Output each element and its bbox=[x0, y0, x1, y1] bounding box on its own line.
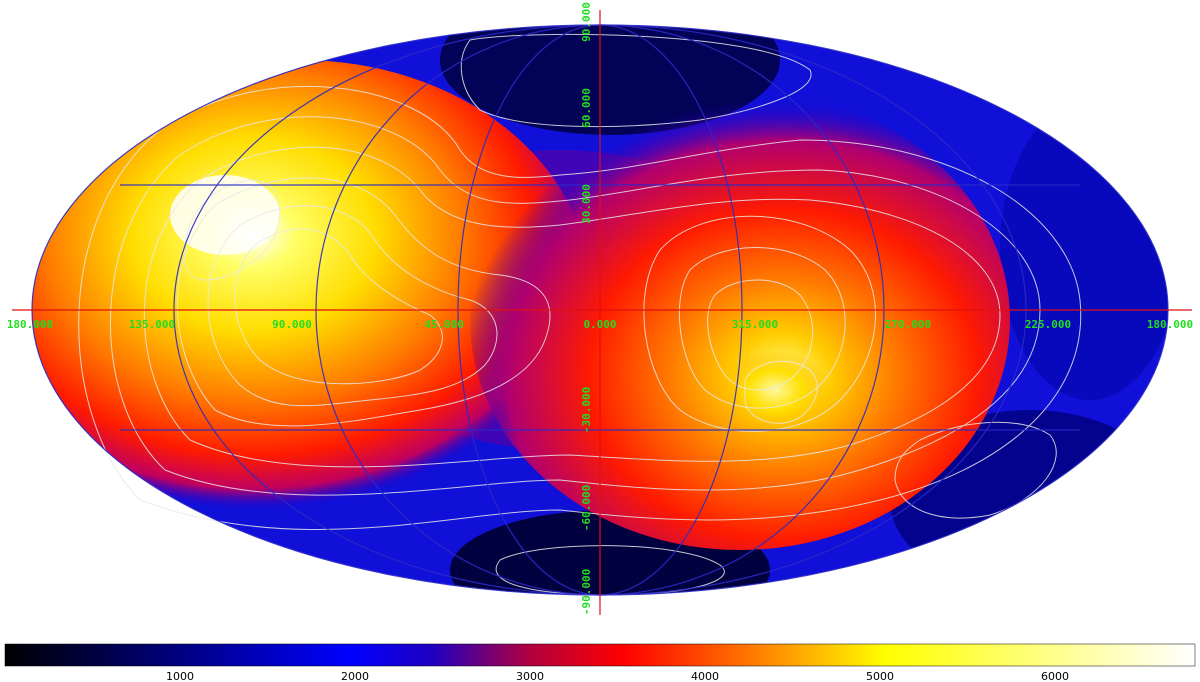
latitude-label: 90.000 bbox=[580, 2, 593, 42]
colorbar-tick-label: 2000 bbox=[341, 670, 369, 682]
axis-lines bbox=[12, 10, 1192, 615]
latitude-label: -60.000 bbox=[580, 485, 593, 531]
longitude-label: 180.000 bbox=[7, 318, 53, 331]
longitude-label: 0.000 bbox=[583, 318, 616, 331]
colorbar bbox=[4, 643, 1196, 667]
colorbar-tick-label: 6000 bbox=[1041, 670, 1069, 682]
longitude-label: 270.000 bbox=[885, 318, 931, 331]
colorbar-tick-label: 3000 bbox=[516, 670, 544, 682]
longitude-label: 180.000 bbox=[1147, 318, 1193, 331]
colorbar-ticks: 1000 2000 3000 4000 5000 6000 bbox=[166, 670, 1069, 682]
colorbar-tick-label: 4000 bbox=[691, 670, 719, 682]
longitude-label: 135.000 bbox=[129, 318, 175, 331]
longitude-label: 225.000 bbox=[1025, 318, 1071, 331]
latitude-label: -30.000 bbox=[580, 387, 593, 433]
latitude-label: 60.000 bbox=[580, 88, 593, 128]
latitude-label: -90.000 bbox=[580, 569, 593, 615]
longitude-label: 90.000 bbox=[272, 318, 312, 331]
colorbar-tick-label: 1000 bbox=[166, 670, 194, 682]
colorbar-tick-label: 5000 bbox=[866, 670, 894, 682]
contour-lines bbox=[78, 33, 1082, 596]
latitude-label: 30.000 bbox=[580, 184, 593, 224]
longitude-label: 315.000 bbox=[732, 318, 778, 331]
longitude-labels: 180.000 135.000 90.000 45.000 0.000 315.000 27… bbox=[7, 318, 1193, 331]
latitude-labels: 90.000 60.000 30.000 -30.000 -60.000 -90.000 bbox=[580, 2, 593, 615]
longitude-label: 45.000 bbox=[424, 318, 464, 331]
